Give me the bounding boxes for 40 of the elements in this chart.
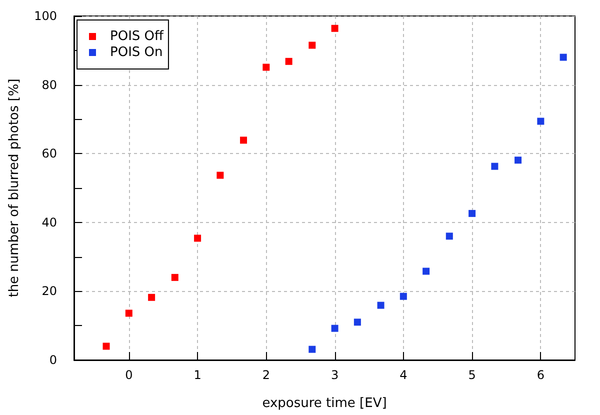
y-tick-label: 100 xyxy=(34,9,57,23)
y-tick-label: 0 xyxy=(49,353,57,367)
x-axis-title: exposure time [EV] xyxy=(262,396,387,411)
y-tick-label: 20 xyxy=(42,284,57,298)
legend-label: POIS On xyxy=(110,45,163,60)
x-tick-label: 4 xyxy=(400,368,408,382)
point xyxy=(262,64,270,71)
point xyxy=(194,234,202,242)
point xyxy=(491,162,498,170)
x-tick-label: 3 xyxy=(330,368,339,382)
point xyxy=(285,58,292,65)
point xyxy=(240,136,248,144)
point xyxy=(422,268,430,275)
point xyxy=(171,274,178,281)
point xyxy=(446,232,453,240)
x-tick-label: 1 xyxy=(194,368,202,382)
point xyxy=(468,210,476,217)
point xyxy=(308,346,316,353)
x-tick-label: 0 xyxy=(125,368,133,382)
y-tick-label: 80 xyxy=(42,78,57,92)
point xyxy=(560,54,567,61)
x-tick-label: 2 xyxy=(262,368,270,382)
point xyxy=(125,310,132,317)
point xyxy=(216,172,224,179)
point xyxy=(354,318,361,326)
point xyxy=(331,324,338,332)
point xyxy=(308,42,316,49)
legend-label: POIS Off xyxy=(110,29,165,44)
y-tick-label: 40 xyxy=(42,215,57,230)
point xyxy=(537,118,544,125)
point xyxy=(148,294,156,301)
point xyxy=(377,302,384,309)
point xyxy=(400,292,407,300)
y-axis-title: the number of blurred photos [%] xyxy=(7,78,22,298)
point xyxy=(514,156,522,164)
x-tick-label: 5 xyxy=(468,368,476,382)
point xyxy=(102,342,110,350)
y-tick-label: 60 xyxy=(42,146,57,161)
point xyxy=(331,24,338,32)
x-tick-label: 6 xyxy=(536,368,545,382)
